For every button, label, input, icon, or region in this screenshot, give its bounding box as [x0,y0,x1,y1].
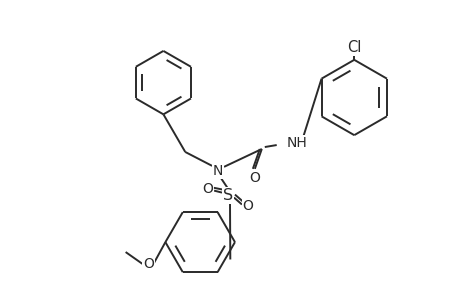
Text: NH: NH [286,136,307,150]
Text: S: S [223,188,233,203]
Text: N: N [213,164,223,178]
Text: O: O [202,182,213,196]
Text: O: O [143,257,154,271]
Text: O: O [249,171,260,185]
Text: O: O [242,200,253,214]
Text: Cl: Cl [346,40,361,56]
